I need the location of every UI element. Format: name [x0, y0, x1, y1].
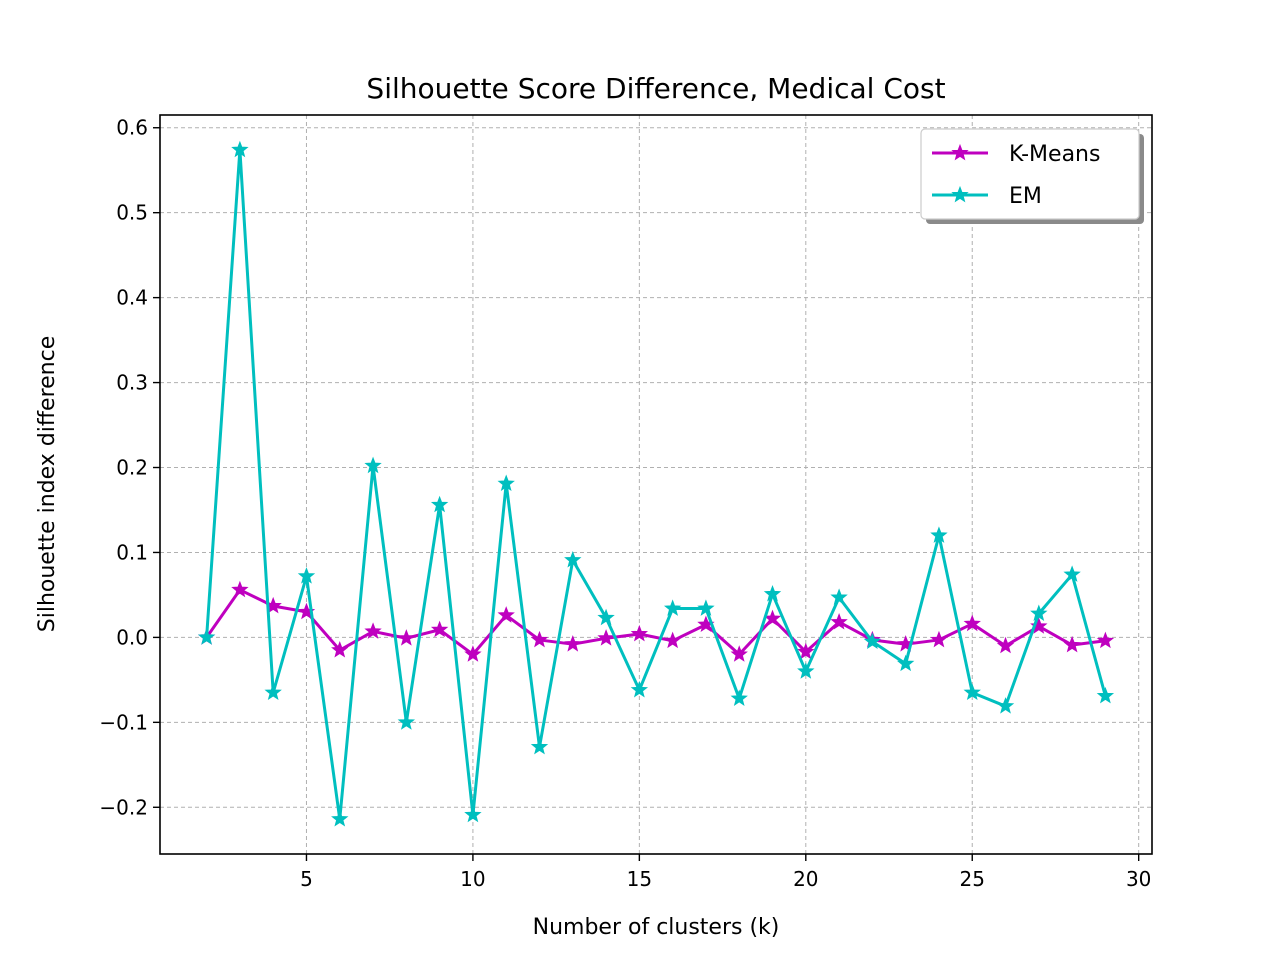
data-point: [663, 631, 682, 649]
data-point: [564, 635, 582, 652]
legend-item: K-Means: [932, 142, 1100, 167]
x-tick-label: 5: [300, 867, 313, 891]
data-point: [397, 629, 416, 646]
legend: K-Means EM: [920, 128, 1144, 224]
y-axis-label: Silhouette index difference: [35, 336, 60, 632]
x-axis-label: Number of clusters (k): [533, 915, 780, 940]
series-em: [197, 140, 1115, 827]
y-tick-label: 0.4: [116, 286, 148, 310]
y-tick-label: −0.1: [99, 710, 148, 734]
data-point: [797, 642, 815, 660]
data-point: [830, 588, 848, 605]
plot-area-frame: [159, 114, 1153, 855]
series-layer: [197, 140, 1115, 827]
legend-marker: [951, 143, 969, 161]
data-point: [197, 628, 216, 645]
y-tick-label: 0.1: [116, 540, 148, 564]
series-line: [205, 148, 1107, 821]
data-point: [763, 584, 782, 602]
data-point: [497, 474, 515, 492]
data-point: [930, 526, 948, 543]
data-point: [397, 713, 416, 730]
data-point: [597, 629, 615, 646]
legend-label: EM: [1009, 184, 1042, 209]
data-point: [430, 495, 449, 513]
data-point: [830, 612, 848, 630]
data-point: [663, 599, 682, 616]
data-point: [797, 662, 815, 679]
y-tick-label: 0.5: [116, 201, 148, 225]
data-point: [996, 697, 1015, 714]
data-point: [231, 580, 249, 598]
data-point: [896, 654, 915, 672]
data-point: [464, 645, 482, 662]
data-point: [630, 624, 649, 642]
data-point: [863, 632, 882, 650]
x-tick-label: 20: [793, 867, 818, 891]
data-point: [1030, 617, 1048, 634]
y-tick-label: 0.6: [116, 116, 148, 140]
y-tick-label: 0.3: [116, 371, 148, 395]
data-point: [1063, 565, 1081, 582]
data-point: [730, 645, 748, 662]
data-point: [564, 550, 582, 568]
x-tick-label: 30: [1126, 867, 1151, 891]
legend-item: EM: [932, 184, 1042, 209]
data-point: [264, 683, 282, 700]
data-point: [963, 614, 981, 632]
data-point: [331, 641, 349, 658]
legend-marker: [951, 185, 969, 203]
data-point: [996, 636, 1015, 654]
axis-ticks: 5 10 15 20 25 30 −0.2 −0.1 0.0 0.1 0.2 0.3 0.4 0.5 0.6: [99, 116, 1151, 891]
y-tick-label: −0.2: [99, 795, 148, 819]
data-point: [963, 683, 981, 700]
data-point: [597, 608, 615, 626]
x-tick-label: 10: [460, 867, 485, 891]
data-point: [930, 630, 948, 648]
chart-title: Silhouette Score Difference, Medical Cos…: [366, 72, 945, 105]
data-point: [430, 620, 449, 638]
data-point: [697, 599, 715, 616]
legend-label: K-Means: [1009, 142, 1100, 167]
data-point: [530, 737, 549, 755]
data-point: [497, 606, 515, 623]
data-point: [1030, 604, 1048, 621]
data-point: [364, 456, 382, 474]
data-point: [464, 805, 482, 823]
data-point: [364, 622, 382, 639]
data-point: [331, 810, 349, 827]
data-point: [530, 630, 549, 648]
data-point: [231, 140, 249, 158]
x-tick-label: 15: [627, 867, 652, 891]
x-tick-label: 25: [960, 867, 985, 891]
data-point: [630, 680, 649, 698]
data-point: [297, 567, 316, 584]
data-point: [730, 689, 748, 706]
data-point: [1096, 686, 1115, 704]
y-tick-label: 0.0: [116, 625, 148, 649]
data-point: [1096, 631, 1115, 649]
data-point: [1063, 635, 1081, 653]
y-tick-label: 0.2: [116, 456, 148, 480]
